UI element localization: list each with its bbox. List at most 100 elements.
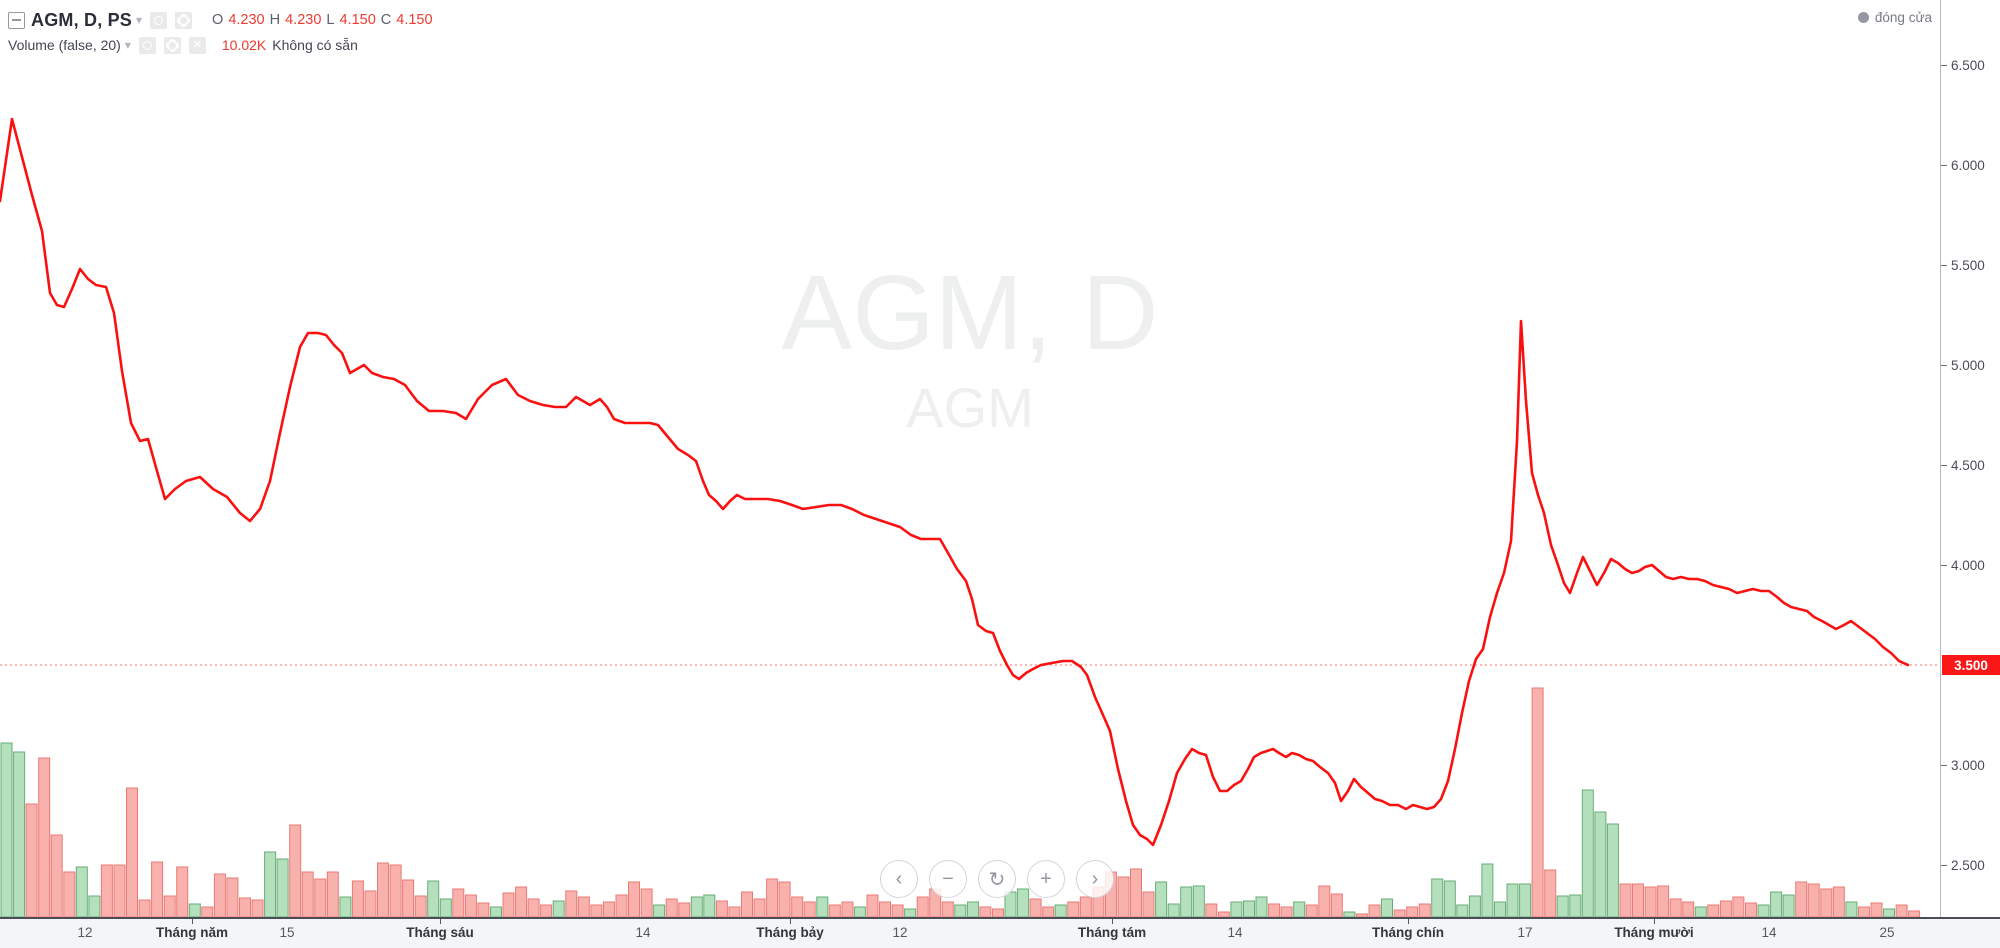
price-tick [1941,165,1947,166]
volume-bar [427,880,440,918]
time-tick [192,919,193,924]
chevron-down-icon[interactable]: ▾ [124,38,131,52]
volume-bar [351,880,364,918]
volume-bar [1606,823,1619,918]
scroll-right-button[interactable]: › [1076,860,1114,898]
volume-bar [1117,876,1130,918]
volume-bar [1857,906,1870,918]
volume-bar [803,901,816,918]
volume-bar [1719,900,1732,918]
toggle-visibility-button[interactable] [150,11,168,29]
symbol-title[interactable]: AGM, D, PS [31,9,133,30]
time-axis-label: 14 [1761,925,1777,940]
volume-bar [1268,903,1281,918]
time-tick [1654,919,1655,924]
gear-icon [179,15,189,25]
volume-bar [0,742,13,918]
volume-bar [1782,894,1795,918]
zoom-in-button[interactable]: + [1027,860,1065,898]
high-label: H [269,12,281,28]
price-tick [1941,765,1947,766]
time-tick [1408,919,1409,924]
volume-bar [891,904,904,918]
indicator-settings-button[interactable] [163,36,181,54]
volume-bar [853,906,866,918]
price-tick [1941,565,1947,566]
volume-bar [251,899,264,918]
volume-bar [1795,881,1808,918]
chart-nav-cluster: ‹ − ↻ + › [880,860,1114,898]
volume-bar [314,878,327,918]
volume-bar [1594,811,1607,918]
volume-bar [1669,898,1682,918]
volume-bar [1757,904,1770,918]
volume-bar [289,824,302,918]
price-axis-label: 4.500 [1951,458,1985,473]
indicator-legend: Volume (false, 20) ▾ ✕ 10.02K Không có s… [8,35,358,55]
collapse-legend-icon[interactable] [8,11,25,29]
time-axis-label: 14 [635,925,651,940]
price-axis-label: 2.500 [1951,858,1985,873]
volume-bar [1506,883,1519,918]
volume-bar [1381,898,1393,918]
indicator-remove-button[interactable]: ✕ [188,36,206,54]
series-settings-button[interactable] [175,11,193,29]
volume-bar [63,871,76,918]
open-value: 4.230 [228,12,265,28]
volume-bar [540,904,553,918]
volume-bar [1569,894,1582,918]
volume-bar [1192,885,1205,918]
volume-bar [1581,789,1594,918]
volume-bar [904,908,917,918]
series-style-hint: đóng cửa [1857,10,1932,25]
scroll-left-button[interactable]: ‹ [880,860,918,898]
volume-bar [1142,891,1155,918]
price-axis[interactable]: 6.500 6.000 5.500 5.000 4.500 4.000 3.000 2.500… [1940,0,2000,917]
volume-bar [966,901,979,918]
price-tick [1941,465,1947,466]
volume-bar [1155,881,1168,918]
price-axis-label: 4.000 [1951,558,1985,573]
gear-icon [167,40,177,50]
volume-bar [402,879,415,918]
volume-bar [188,903,201,918]
indicator-name[interactable]: Volume (false, 20) [8,37,121,53]
volume-bar [665,898,678,918]
price-axis-label: 5.500 [1951,258,1985,273]
volume-bar [301,871,314,918]
volume-bar [239,897,251,918]
time-axis-label: Tháng năm [155,925,229,940]
volume-bar [879,901,891,918]
series-style-label: đóng cửa [1874,10,1932,25]
time-axis-label: 15 [279,925,295,940]
volume-bar [1883,908,1895,918]
volume-bar [515,886,528,918]
low-value: 4.150 [339,12,376,28]
volume-bar [552,900,565,918]
volume-bar [753,898,766,918]
indicator-visibility-button[interactable] [138,36,156,54]
volume-bar [1079,896,1092,918]
time-tick [1112,919,1113,924]
volume-bar [1305,904,1318,918]
volume-bar [954,904,967,918]
volume-bar [653,904,666,918]
reset-view-button[interactable]: ↻ [978,860,1016,898]
time-axis-label: 12 [892,925,908,940]
zoom-out-button[interactable]: − [929,860,967,898]
volume-bar [1770,891,1783,918]
volume-bar [502,892,515,918]
volume-bar [414,895,427,918]
volume-bar [439,898,452,918]
volume-bar [778,881,791,918]
time-axis[interactable]: 12 Tháng năm 15 Tháng sáu 14 Tháng bảy 12 Tháng… [0,917,2000,948]
time-tick [440,919,441,924]
chevron-down-icon[interactable]: ▾ [136,13,143,27]
current-price-badge: 3.500 [1942,655,2000,675]
volume-bar [276,858,289,918]
indicator-status: Không có sẵn [272,37,358,53]
volume-bar [979,906,992,918]
time-axis-label: Tháng sáu [406,925,474,940]
volume-bar [1443,880,1456,918]
